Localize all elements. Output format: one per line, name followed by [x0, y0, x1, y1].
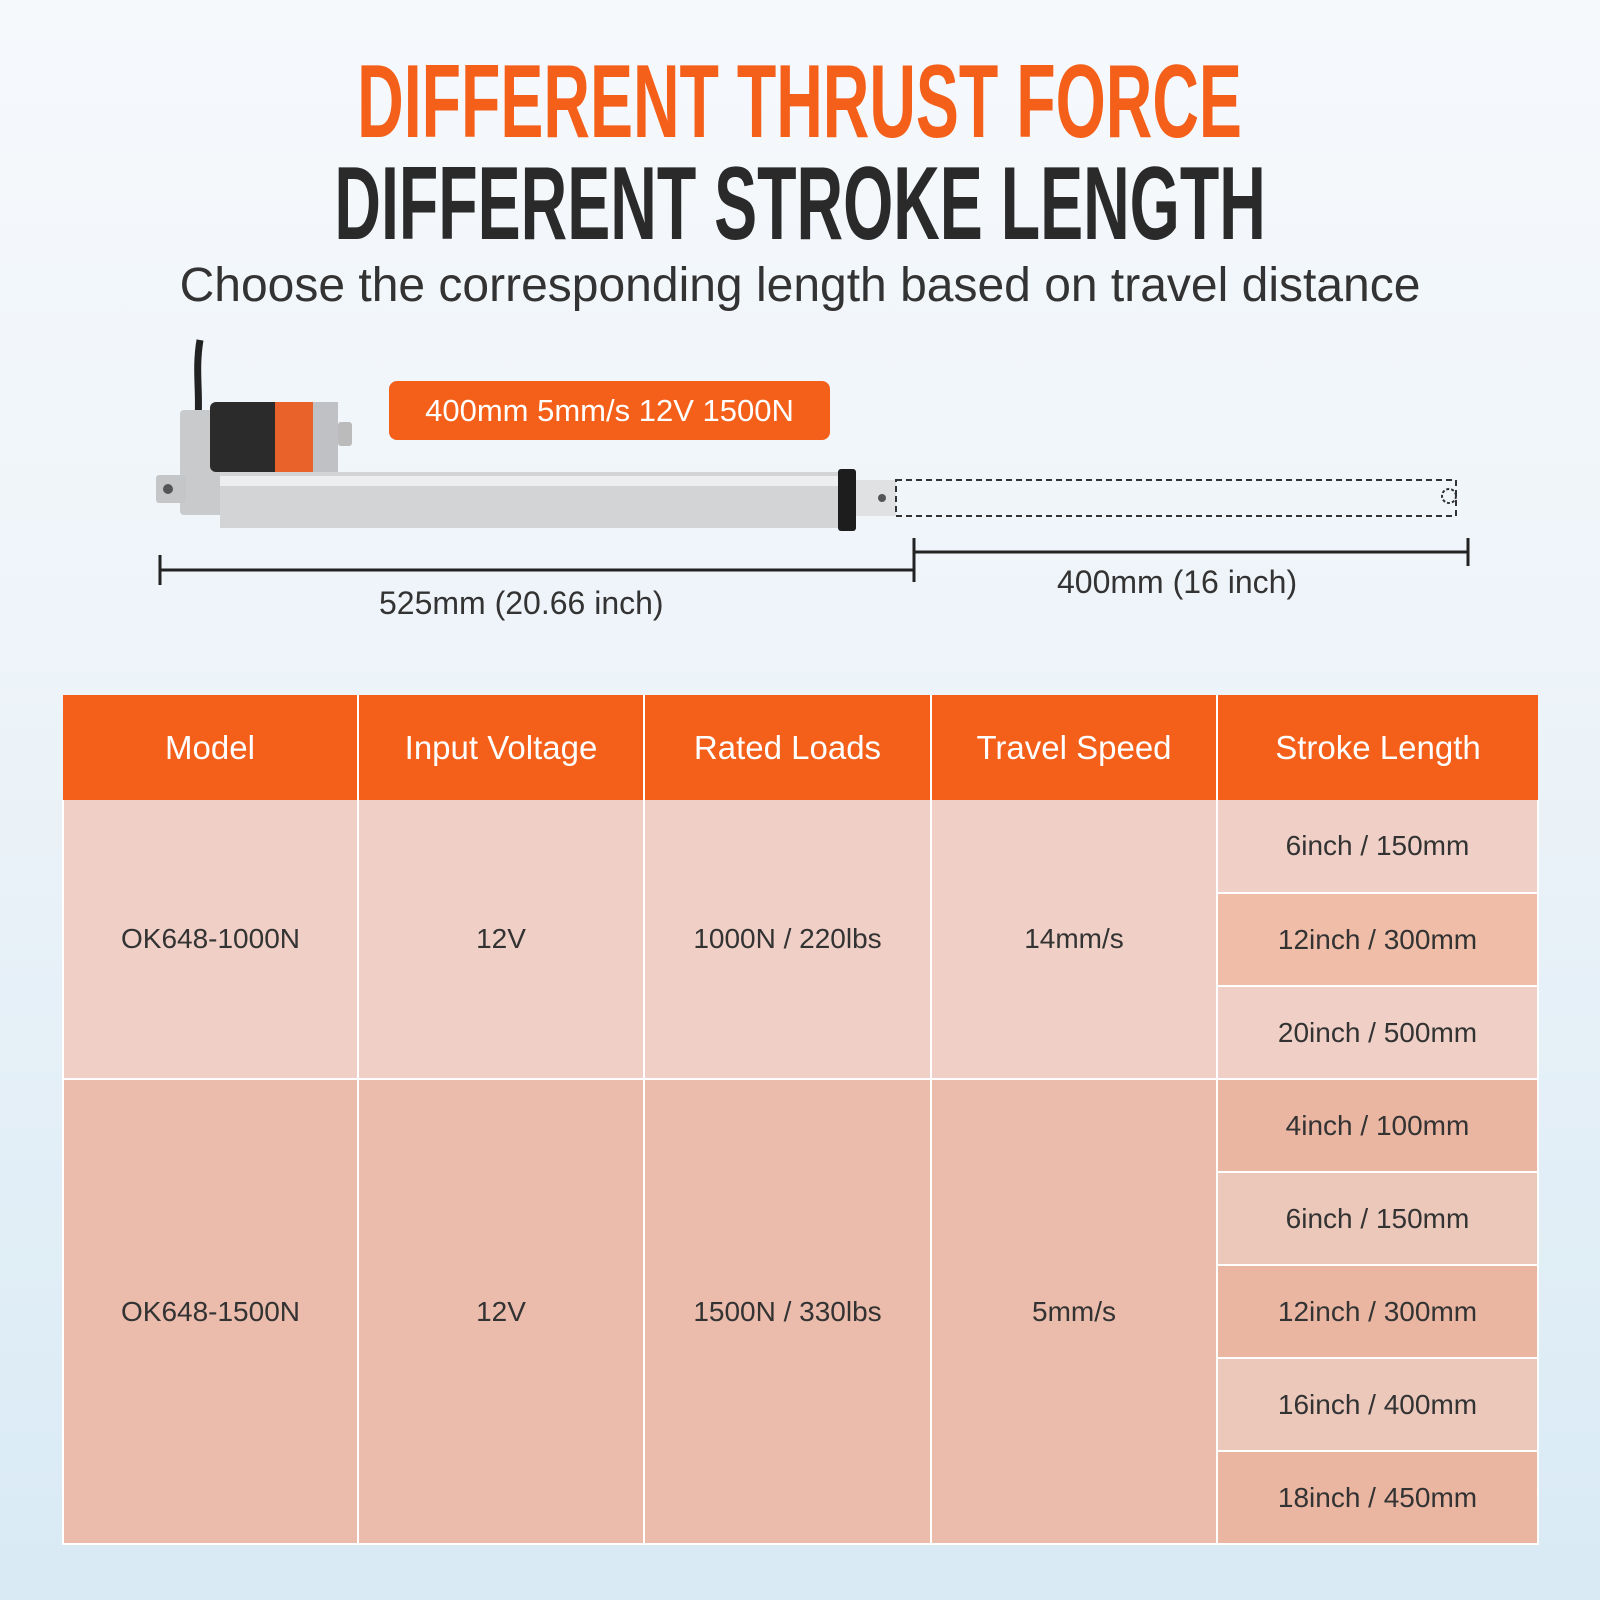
load-cell: 1000N / 220lbs [643, 800, 932, 1080]
stroke-cell: 16inch / 400mm [1216, 1358, 1539, 1452]
linear-actuator-image [156, 339, 1470, 585]
subtitle: Choose the corresponding length based on… [179, 259, 1421, 312]
stroke-cell: 20inch / 500mm [1216, 986, 1539, 1080]
stroke-cell: 18inch / 450mm [1216, 1451, 1539, 1545]
table-row: 12inch / 300mm [63, 893, 1539, 987]
table-row: OK648-1000N 12V 1000N / 220lbs 14mm/s 6i… [62, 800, 1539, 1080]
header-input-voltage: Input Voltage [358, 695, 645, 800]
table-row: 18inch / 450mm [63, 1451, 1539, 1545]
headline-line1: DIFFERENT THRUST FORCE [357, 44, 1243, 160]
cable [194, 339, 204, 421]
speed-cell: 5mm/s [930, 1079, 1218, 1545]
model-cell: OK648-1000N [62, 800, 359, 1080]
extended-rod-outline [895, 479, 1457, 517]
stroke-length-label: 400mm (16 inch) [1057, 564, 1298, 600]
table-header-row: Model Input Voltage Rated Loads Travel S… [63, 695, 1538, 800]
header-travel-speed: Travel Speed [931, 695, 1218, 800]
stroke-cell: 12inch / 300mm [1216, 893, 1539, 987]
retracted-length-label: 525mm (20.66 inch) [379, 585, 664, 621]
stroke-cell: 6inch / 150mm [1216, 800, 1539, 894]
stroke-cell: 12inch / 300mm [1216, 1265, 1539, 1359]
stroke-cell: 6inch / 150mm [1216, 1172, 1539, 1266]
voltage-cell: 12V [357, 1079, 645, 1545]
spec-table: Model Input Voltage Rated Loads Travel S… [62, 695, 1539, 1545]
table-row: 16inch / 400mm [63, 1358, 1539, 1452]
stroke-cell: 4inch / 100mm [1216, 1079, 1539, 1173]
headline-line2: DIFFERENT STROKE LENGTH [334, 146, 1266, 262]
product-spec-badge: 400mm 5mm/s 12V 1500N [389, 381, 830, 440]
header-rated-loads: Rated Loads [644, 695, 932, 800]
speed-cell: 14mm/s [930, 800, 1218, 1080]
model-cell: OK648-1500N [62, 1079, 359, 1545]
voltage-cell: 12V [357, 800, 645, 1080]
table-row: 6inch / 150mm [63, 1172, 1539, 1266]
inner-rod [856, 480, 896, 516]
table-row: 20inch / 500mm [63, 986, 1539, 1080]
table-row: OK648-1500N 12V 1500N / 330lbs 5mm/s 4in… [62, 1079, 1539, 1545]
header-stroke-length: Stroke Length [1217, 695, 1538, 800]
table-row: 12inch / 300mm [63, 1265, 1539, 1359]
header-model: Model [63, 695, 359, 800]
load-cell: 1500N / 330lbs [643, 1079, 932, 1545]
